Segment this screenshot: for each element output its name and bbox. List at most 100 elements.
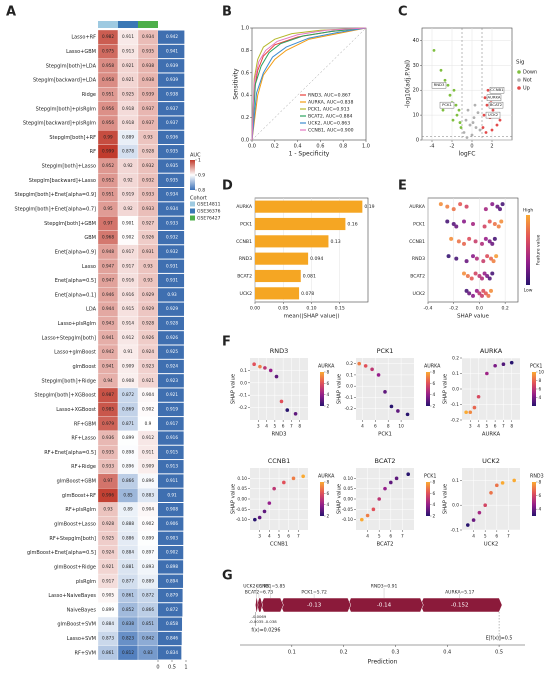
mean-label: 0.916 xyxy=(166,435,178,440)
colorbar xyxy=(320,372,324,406)
cell-label: 0.877 xyxy=(122,578,134,583)
segment-value: -0.0069 xyxy=(252,614,267,619)
y-tick-label: 0.2 xyxy=(346,361,353,367)
cell-label: 0.944 xyxy=(102,306,114,311)
point xyxy=(462,241,466,246)
cell-label: 0.852 xyxy=(122,607,134,612)
x-axis-label: CCNB1 xyxy=(270,542,288,548)
x-axis-label: PCK1 xyxy=(378,432,392,438)
point xyxy=(371,507,376,512)
mean-label: 0.931 xyxy=(166,263,178,268)
y-tick-label: 10 xyxy=(413,113,419,119)
mean-label: 0.915 xyxy=(166,449,178,454)
colorbar-label: 8 xyxy=(539,480,542,486)
y-tick-label: 0.0 xyxy=(346,384,353,390)
point xyxy=(477,274,482,278)
point xyxy=(512,478,516,483)
point xyxy=(445,204,450,209)
cell-label: 0.902 xyxy=(142,406,154,411)
gene-label: UCK2 xyxy=(488,112,499,117)
legend-label: Up xyxy=(523,86,530,92)
mean-bar xyxy=(158,288,185,302)
mean-bar xyxy=(158,374,184,388)
cell-label: 0.904 xyxy=(142,392,154,397)
cell-label: 0.931 xyxy=(142,249,154,254)
y-tick-label: 40 xyxy=(413,38,419,44)
cell-label: 0.872 xyxy=(122,392,134,397)
row-label: Lasso+Stepglm[both] xyxy=(42,335,96,341)
category-label: PCK1 xyxy=(240,222,252,228)
subplot-title: BCAT2 xyxy=(375,457,396,465)
cell-label: 0.941 xyxy=(102,363,114,368)
point xyxy=(481,288,486,293)
mean-label: 0.906 xyxy=(166,521,178,526)
y-tick-label: -0.10 xyxy=(342,517,353,523)
point xyxy=(487,219,492,224)
colorbar-label: 0.9 xyxy=(198,173,205,179)
cell-label: 0.842 xyxy=(142,636,154,641)
gene-label-box xyxy=(431,82,447,89)
cell-label: 0.917 xyxy=(122,263,134,268)
x-tick-label: 4 xyxy=(361,424,364,430)
mean-bar xyxy=(158,130,185,145)
x-tick-label: 8 xyxy=(510,424,513,430)
cell-label: 0.987 xyxy=(102,392,114,397)
colorbar-label: 2 xyxy=(327,514,330,520)
plot-area xyxy=(356,358,414,420)
gene-label-box xyxy=(439,101,455,109)
segment-value: -0.038 xyxy=(264,619,277,624)
cell-label: 0.889 xyxy=(142,578,154,583)
x-tick-label: 0.5 xyxy=(168,665,176,671)
point xyxy=(489,288,493,293)
gene-label: RND3 xyxy=(434,82,445,87)
colorbar xyxy=(532,372,536,406)
x-tick-label: -4 xyxy=(430,144,435,150)
point xyxy=(490,202,495,207)
colorbar xyxy=(320,482,324,516)
row-label: Stepglm[both]+Enet[alpha=0.9] xyxy=(14,192,96,198)
x-tick-label: 0.2 xyxy=(501,306,508,312)
row-label: RF+Ridge xyxy=(71,464,96,470)
point xyxy=(473,103,477,107)
point xyxy=(464,204,469,209)
x-tick-label: 5 xyxy=(273,424,276,430)
point xyxy=(458,121,462,124)
point xyxy=(357,361,362,366)
cell-label: 0.899 xyxy=(122,435,134,440)
point xyxy=(370,367,374,372)
colorbar-label: 6 xyxy=(327,381,330,387)
x-tick-label: -2 xyxy=(450,144,455,150)
point xyxy=(485,103,489,107)
y-axis-label: SHAP value xyxy=(337,374,343,404)
point xyxy=(500,202,505,207)
fx-label: f(x)=0.0296 xyxy=(251,628,280,634)
segment-value: -0.152 xyxy=(451,603,469,609)
point xyxy=(406,472,411,477)
gene-label: CCNB1 xyxy=(490,87,504,92)
value-label: 0.094 xyxy=(310,256,323,262)
point xyxy=(485,371,489,376)
point xyxy=(492,222,497,226)
point xyxy=(498,118,502,122)
x-axis-label: RND3 xyxy=(271,432,286,438)
point xyxy=(449,236,454,241)
value-label: 0.19 xyxy=(364,204,374,210)
x-tick-label: 0.05 xyxy=(278,306,288,312)
point xyxy=(455,113,459,117)
mean-bar xyxy=(158,102,185,116)
mean-label: 0.932 xyxy=(166,249,178,254)
mean-label: 0.933 xyxy=(166,220,178,225)
segment-value: -0.13 xyxy=(307,603,322,609)
y-tick-label: 0.1 xyxy=(452,371,459,377)
point xyxy=(454,224,459,229)
cell-label: 0.95 xyxy=(103,206,113,211)
category-label: UCK2 xyxy=(239,291,252,297)
category-label: RND3 xyxy=(239,256,252,262)
x-tick-label: 3 xyxy=(257,424,260,430)
x-tick-label: 7 xyxy=(502,424,505,430)
legend-marker xyxy=(517,70,521,74)
mean-label: 0.935 xyxy=(166,163,178,168)
row-label: glmBoost+Ridge xyxy=(54,564,96,570)
cell-label: 0.92 xyxy=(123,206,133,211)
